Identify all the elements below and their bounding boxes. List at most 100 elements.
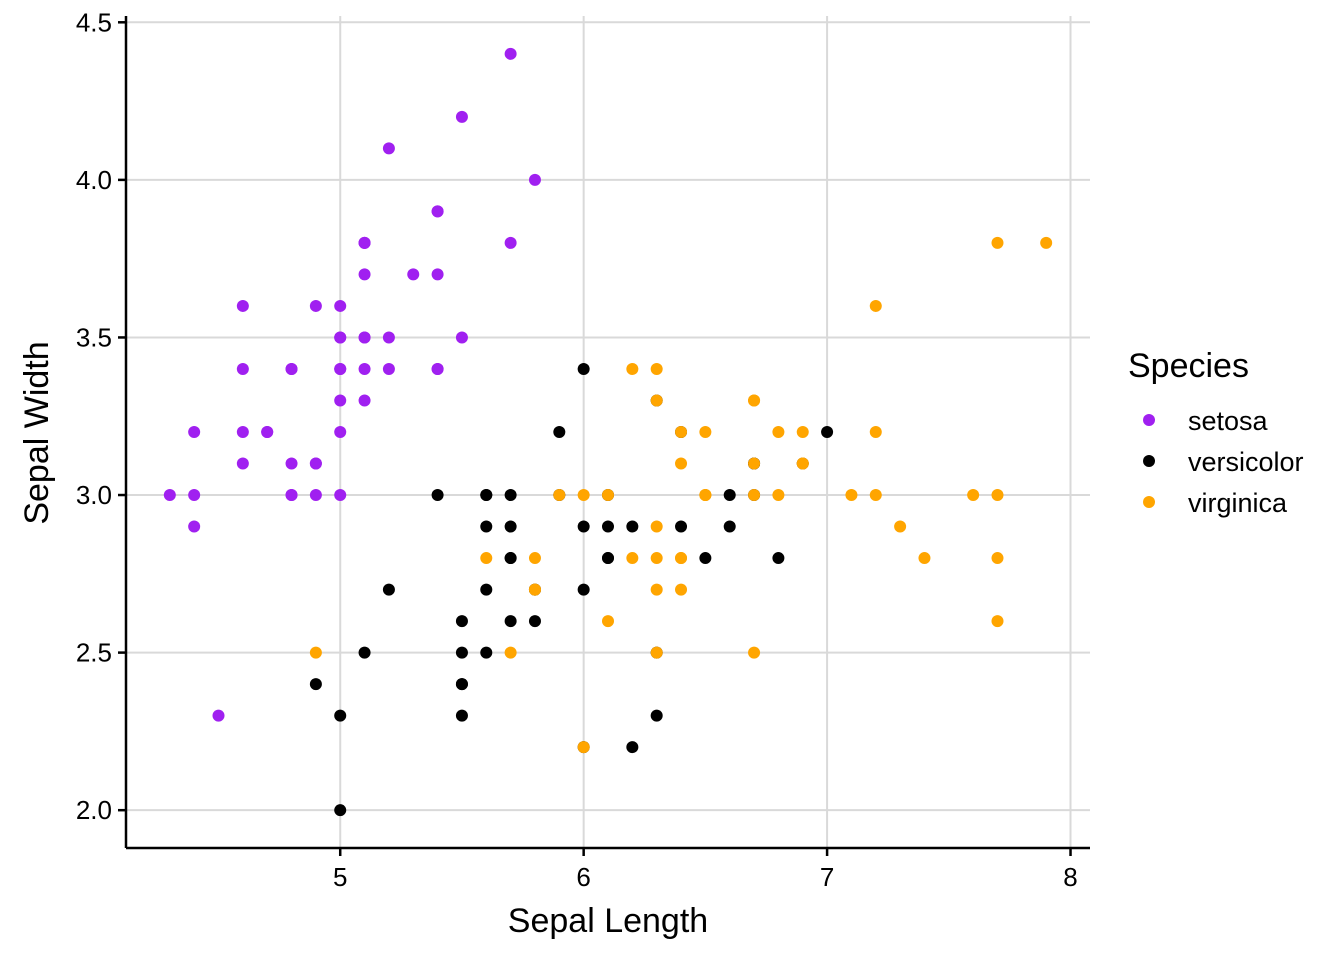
y-tick-label: 4.5 [76,7,112,37]
point-versicolor [626,741,639,754]
point-setosa [358,236,371,249]
legend-title: Species [1128,347,1249,385]
y-axis-title: Sepal Width [18,341,56,524]
point-versicolor [358,646,371,659]
point-versicolor [455,709,468,722]
point-setosa [309,489,322,502]
point-versicolor [309,678,322,691]
point-versicolor [382,583,395,596]
point-setosa [212,709,225,722]
point-setosa [358,394,371,407]
point-setosa [188,489,201,502]
point-versicolor [675,520,688,533]
point-virginica [796,426,809,438]
legend-label: virginica [1188,488,1288,518]
point-versicolor [504,520,517,533]
axes [118,16,1090,856]
point-setosa [236,299,249,312]
point-versicolor [528,615,541,628]
y-tick-label: 3.5 [76,322,112,352]
point-setosa [528,173,541,186]
point-virginica [675,457,688,470]
point-virginica [675,583,688,596]
point-virginica [748,394,761,407]
point-virginica [675,426,688,438]
point-virginica [480,552,493,565]
point-virginica [991,236,1004,249]
point-versicolor [334,709,347,722]
point-setosa [236,362,249,375]
point-setosa [455,331,468,344]
point-versicolor [455,678,468,691]
point-setosa [334,331,347,344]
legend-label: versicolor [1188,447,1304,477]
point-versicolor [723,489,736,502]
point-virginica [675,552,688,565]
point-versicolor [504,489,517,502]
point-virginica [650,362,663,375]
point-setosa [455,110,468,123]
point-virginica [309,646,322,659]
point-virginica [869,299,882,312]
point-versicolor [480,583,493,596]
point-setosa [382,331,395,344]
point-virginica [796,457,809,470]
point-virginica [991,615,1004,628]
point-setosa [431,362,444,375]
point-setosa [285,457,298,470]
point-setosa [504,236,517,249]
legend-item-virginica: virginica [1143,488,1288,518]
point-virginica [772,426,785,438]
point-virginica [748,457,761,470]
point-virginica [894,520,907,533]
point-virginica [528,583,541,596]
point-virginica [577,489,590,502]
point-virginica [991,489,1004,502]
legend-item-versicolor: versicolor [1143,447,1304,477]
point-versicolor [602,552,614,565]
point-setosa [334,362,347,375]
point-virginica [602,489,614,502]
point-versicolor [577,362,590,375]
legend-item-setosa: setosa [1143,406,1269,436]
y-tick-label: 3.0 [76,480,112,510]
point-versicolor [553,426,566,438]
point-setosa [188,520,201,533]
point-setosa [285,489,298,502]
point-setosa [382,362,395,375]
point-setosa [334,394,347,407]
legend-swatch [1143,455,1155,467]
point-versicolor [504,615,517,628]
point-versicolor [577,583,590,596]
point-setosa [334,426,347,438]
point-setosa [188,426,201,438]
point-setosa [431,268,444,281]
y-tick-label: 2.5 [76,638,112,668]
point-virginica [869,426,882,438]
point-virginica [650,583,663,596]
point-virginica [528,552,541,565]
point-virginica [772,489,785,502]
point-setosa [163,489,176,502]
point-setosa [261,426,274,438]
point-setosa [407,268,420,281]
point-versicolor [699,552,712,565]
point-setosa [236,457,249,470]
point-virginica [650,552,663,565]
point-versicolor [334,804,347,817]
point-virginica [967,489,980,502]
point-setosa [236,426,249,438]
y-tick-label: 2.0 [76,795,112,825]
point-setosa [309,299,322,312]
point-virginica [748,646,761,659]
plot-points [163,47,1053,817]
point-setosa [309,457,322,470]
point-setosa [334,299,347,312]
point-virginica [748,489,761,502]
point-virginica [553,489,566,502]
point-versicolor [723,520,736,533]
point-versicolor [626,520,639,533]
point-virginica [626,362,639,375]
point-versicolor [821,426,834,438]
